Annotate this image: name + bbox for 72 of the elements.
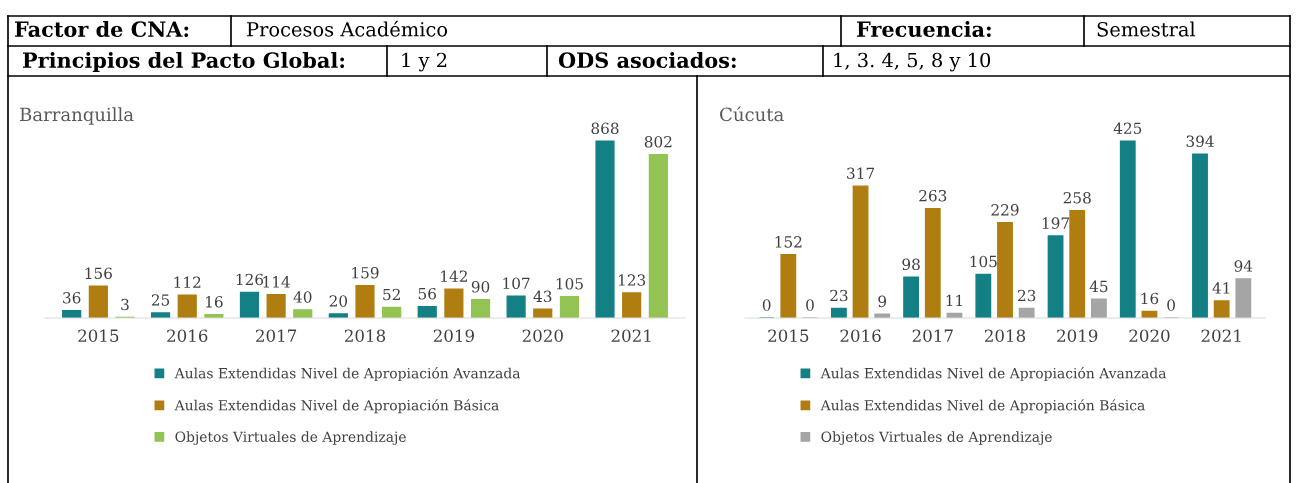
data-label: 3	[121, 298, 129, 311]
data-label: 425	[1113, 122, 1142, 135]
text: Semestral	[1097, 21, 1196, 37]
data-label: 152	[775, 236, 802, 248]
text: 1 y 2	[402, 52, 447, 72]
data-label: 11	[946, 294, 962, 307]
legend-label: Aulas Extendidas Nivel de Apropiación Avanzada	[820, 367, 1167, 382]
data-label: 52	[383, 288, 400, 301]
x-tick-label: 2016	[167, 329, 208, 343]
text: Frecuencia:	[856, 20, 991, 38]
data-label: 45	[1089, 280, 1108, 293]
data-label: 20	[329, 295, 348, 307]
data-label: 263	[919, 189, 947, 202]
data-label: 40	[293, 291, 312, 303]
data-label: 105	[970, 255, 997, 268]
data-label: 25	[151, 294, 170, 306]
chart-title: Cúcuta	[720, 106, 784, 122]
legend-label: Aulas Extendidas Nivel de Apropiación Avanzada	[174, 367, 521, 382]
data-label: 23	[1017, 289, 1036, 302]
data-label: 394	[1186, 135, 1214, 147]
data-label: 159	[352, 266, 379, 279]
x-tick-label: 2015	[78, 329, 119, 343]
data-label: 105	[556, 277, 583, 290]
data-label: 868	[591, 122, 619, 135]
data-label: 43	[533, 290, 552, 303]
data-label: 16	[206, 296, 223, 308]
data-label: 229	[991, 204, 1019, 216]
x-tick-label: 2015	[768, 329, 809, 343]
x-tick-label: 2021	[1201, 329, 1241, 343]
data-label: 142	[441, 270, 467, 282]
data-label: 41	[1212, 282, 1230, 294]
x-tick-label: 2020	[1129, 329, 1170, 343]
x-tick-label: 2019	[433, 329, 474, 343]
x-tick-label: 2017	[256, 329, 297, 343]
data-label: 317	[847, 167, 875, 180]
data-label: 56	[418, 287, 436, 300]
data-label: 16	[1141, 292, 1159, 305]
data-label: 0	[806, 299, 814, 311]
x-tick-label: 2018	[984, 329, 1026, 343]
data-label: 94	[1234, 260, 1253, 272]
data-label: 123	[618, 274, 646, 286]
data-label: 156	[85, 267, 112, 280]
data-label: 802	[644, 135, 672, 148]
data-label: 0	[762, 299, 771, 311]
x-tick-label: 2017	[912, 329, 953, 343]
data-label: 98	[902, 258, 920, 271]
data-label: 126	[236, 273, 264, 286]
text: 1, 3. 4, 5, 8 y 10	[834, 52, 991, 72]
text: Procesos Académico	[247, 20, 448, 37]
data-label: 9	[878, 295, 887, 308]
data-label: 90	[471, 280, 490, 293]
data-label: 197	[1042, 217, 1070, 229]
text: ODS asociados:	[558, 51, 736, 69]
text: Principios del Pacto Global:	[22, 51, 345, 73]
x-tick-label: 2019	[1057, 329, 1098, 343]
legend-label: Aulas Extendidas Nivel de Apropiación Básica	[820, 399, 1145, 414]
data-label: 0	[1167, 299, 1175, 311]
x-tick-label: 2018	[344, 329, 386, 343]
data-label: 107	[503, 277, 530, 290]
x-tick-label: 2020	[522, 329, 563, 343]
legend-label: Objetos Virtuales de Aprendizaje	[175, 431, 406, 445]
legend-label: Objetos Virtuales de Aprendizaje	[821, 431, 1052, 445]
legend-label: Aulas Extendidas Nivel de Apropiación Básica	[174, 399, 499, 414]
data-label: 112	[174, 276, 201, 288]
data-label: 258	[1063, 192, 1091, 204]
chart-title: Barranquilla	[20, 107, 134, 125]
data-label: 23	[830, 289, 848, 302]
x-tick-label: 2016	[840, 329, 881, 343]
data-label: 36	[63, 291, 81, 304]
data-label: 114	[263, 276, 290, 288]
x-tick-label: 2021	[611, 329, 651, 343]
text: Factor de CNA:	[14, 20, 189, 38]
